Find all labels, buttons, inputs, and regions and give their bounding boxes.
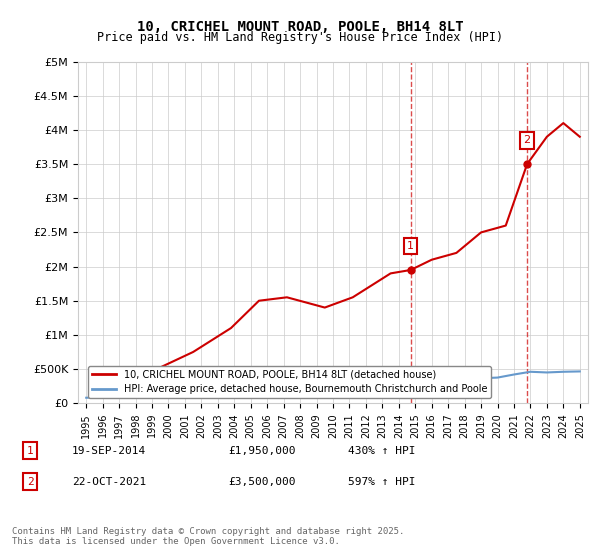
Text: 1: 1 [407,241,414,251]
Text: 1: 1 [26,446,34,456]
Text: Price paid vs. HM Land Registry's House Price Index (HPI): Price paid vs. HM Land Registry's House … [97,31,503,44]
Text: £3,500,000: £3,500,000 [228,477,296,487]
Text: 19-SEP-2014: 19-SEP-2014 [72,446,146,456]
Text: 22-OCT-2021: 22-OCT-2021 [72,477,146,487]
Text: 430% ↑ HPI: 430% ↑ HPI [348,446,415,456]
Text: 2: 2 [26,477,34,487]
Text: 10, CRICHEL MOUNT ROAD, POOLE, BH14 8LT: 10, CRICHEL MOUNT ROAD, POOLE, BH14 8LT [137,20,463,34]
Text: Contains HM Land Registry data © Crown copyright and database right 2025.
This d: Contains HM Land Registry data © Crown c… [12,526,404,546]
Text: £1,950,000: £1,950,000 [228,446,296,456]
Text: 2: 2 [524,135,530,145]
Text: 597% ↑ HPI: 597% ↑ HPI [348,477,415,487]
Legend: 10, CRICHEL MOUNT ROAD, POOLE, BH14 8LT (detached house), HPI: Average price, de: 10, CRICHEL MOUNT ROAD, POOLE, BH14 8LT … [88,366,491,398]
